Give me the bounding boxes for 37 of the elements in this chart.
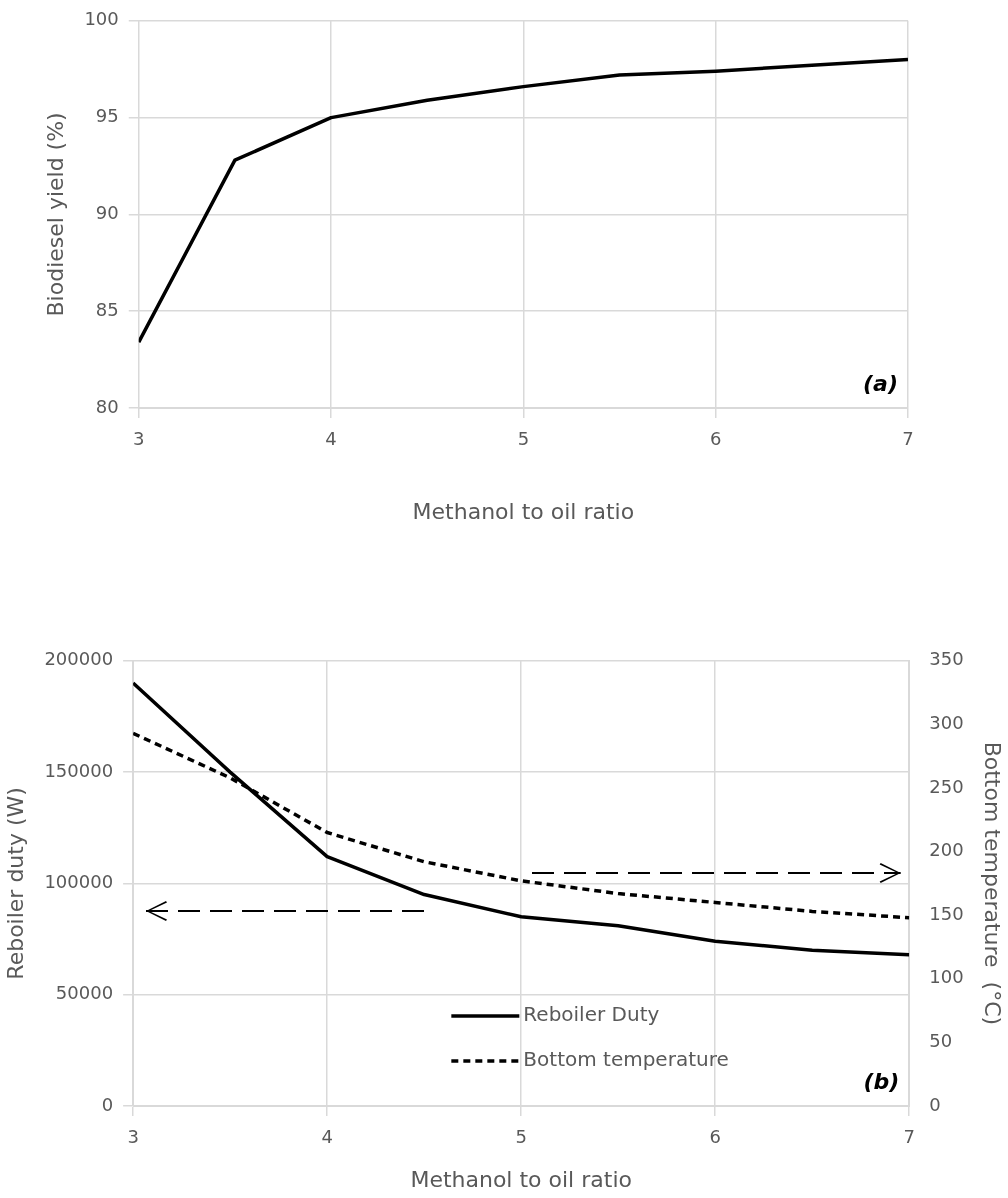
- y2-tick-label: 0: [929, 1093, 941, 1115]
- y-tick-label: 80: [95, 395, 119, 417]
- x-tick-label: 7: [902, 428, 914, 450]
- y2-tick-label: 200: [929, 839, 964, 861]
- annotation: (a): [863, 370, 898, 396]
- x-tick-label: 4: [321, 1126, 333, 1148]
- x-tick-label: 5: [517, 428, 530, 450]
- y2-tick-label: 300: [929, 712, 964, 734]
- y-tick-label: 100000: [44, 871, 114, 893]
- y-axis-title: Reboiler duty (W): [2, 787, 28, 980]
- y-tick-label: 100: [84, 8, 119, 30]
- y2-axis-title: Bottom temperature (°C): [980, 741, 1006, 1026]
- y-axis-title: Biodiesel yield (%): [42, 112, 68, 317]
- y-tick-label: 85: [95, 298, 119, 320]
- y2-tick-label: 250: [929, 775, 964, 797]
- x-axis-title: Methanol to oil ratio: [412, 498, 635, 524]
- x-tick-label: 3: [133, 428, 145, 450]
- y-tick-label: 90: [95, 202, 119, 224]
- y2-tick-label: 150: [929, 902, 964, 924]
- x-axis-title: Methanol to oil ratio: [410, 1166, 632, 1192]
- legend-label: Bottom temperature: [523, 1047, 729, 1072]
- x-tick-label: 3: [127, 1126, 139, 1148]
- y2-tick-label: 50: [929, 1030, 953, 1052]
- x-tick-label: 5: [515, 1126, 527, 1148]
- x-tick-label: 6: [709, 1126, 721, 1148]
- y-tick-label: 0: [101, 1093, 114, 1115]
- x-tick-label: 4: [325, 428, 337, 450]
- legend-label: Reboiler Duty: [523, 1002, 660, 1027]
- y2-tick-label: 350: [929, 648, 964, 670]
- y2-tick-label: 100: [929, 966, 964, 988]
- y-tick-label: 200000: [44, 648, 114, 670]
- y-tick-label: 150000: [44, 759, 114, 781]
- x-tick-label: 7: [903, 1126, 915, 1148]
- y-tick-label: 50000: [55, 982, 114, 1004]
- x-tick-label: 6: [709, 428, 722, 450]
- annotation: (b): [863, 1068, 900, 1094]
- y-tick-label: 95: [95, 105, 119, 127]
